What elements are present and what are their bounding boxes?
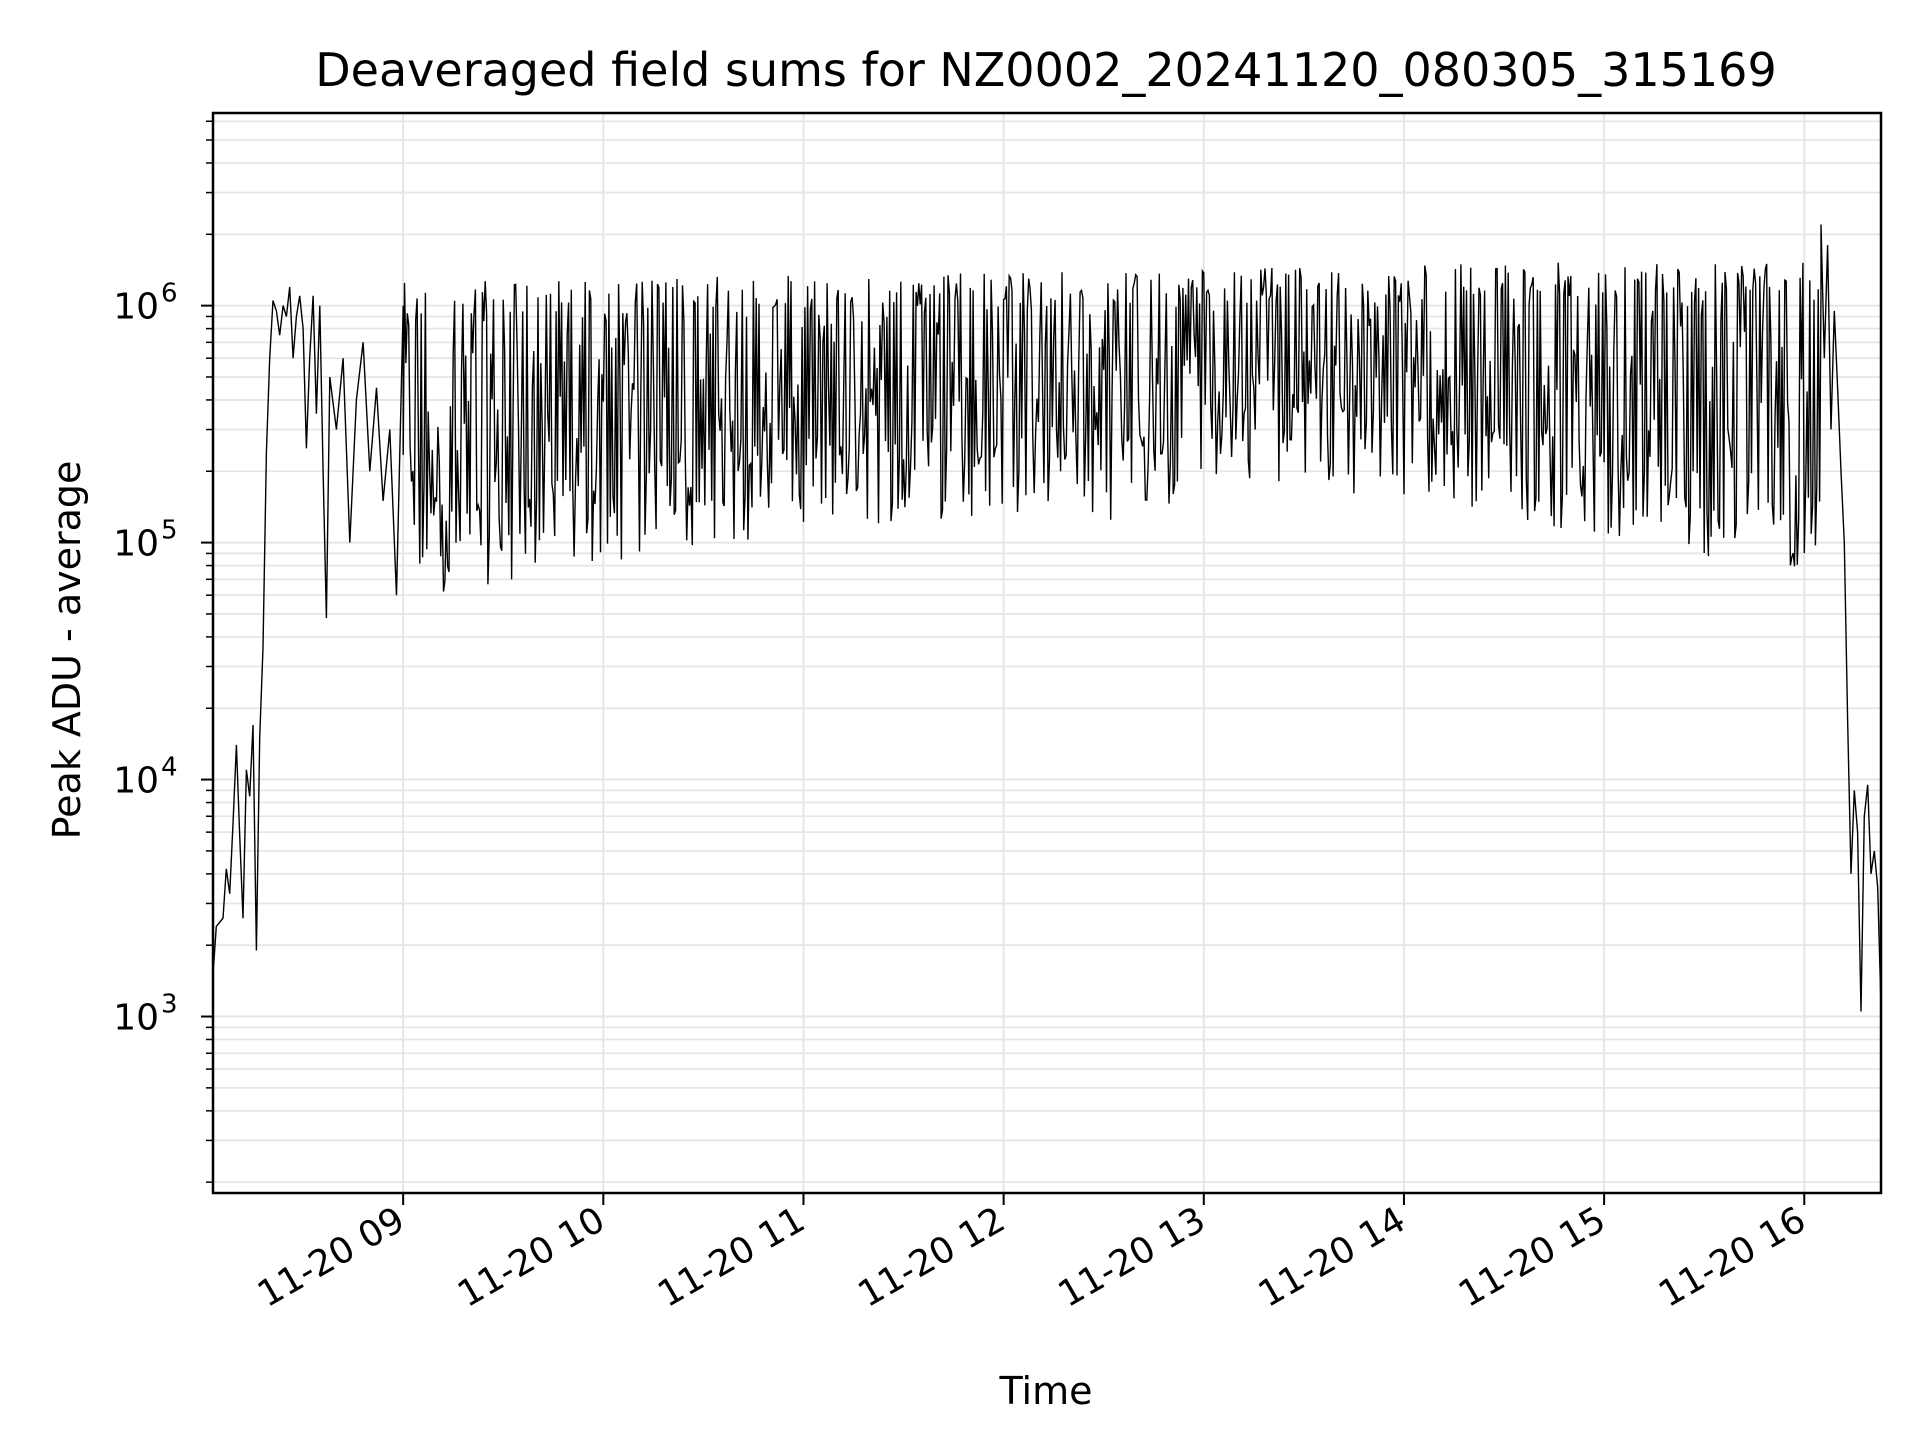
y-tick-label: 10 [113, 287, 159, 328]
chart-title: Deaveraged field sums for NZ0002_2024112… [315, 43, 1776, 97]
y-tick-label: 10 [113, 998, 159, 1039]
y-tick-exponent: 6 [161, 279, 178, 309]
y-tick-exponent: 5 [161, 516, 178, 546]
series-line [212, 224, 1882, 1012]
plot-frame [211, 111, 1883, 1195]
y-tick-label: 10 [113, 524, 159, 565]
y-tick-label: 10 [113, 761, 159, 802]
x-axis-label: Time [999, 1369, 1093, 1413]
y-tick-exponent: 3 [161, 990, 178, 1020]
y-axis-label: Peak ADU - average [45, 461, 89, 840]
y-tick-exponent: 4 [161, 753, 178, 783]
series-group [212, 224, 1882, 1012]
